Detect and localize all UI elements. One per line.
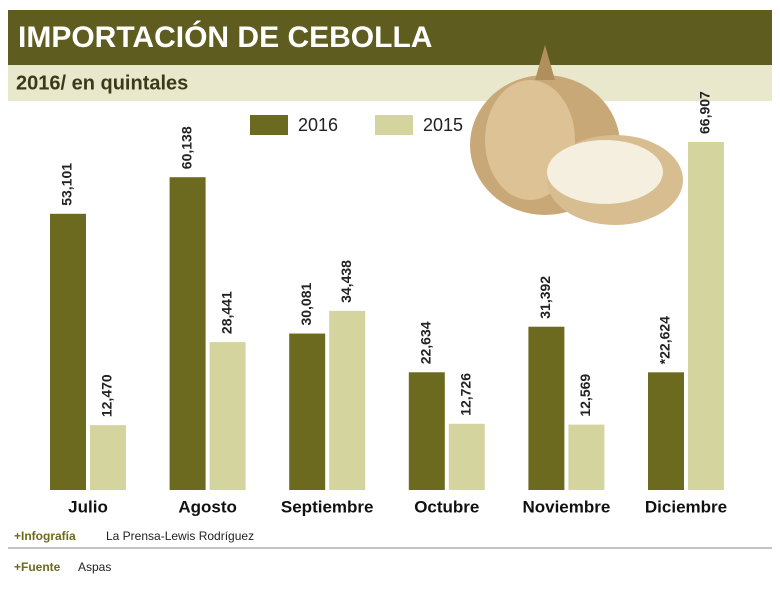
value-label: 30,081 [298, 283, 314, 326]
bar [688, 142, 724, 490]
value-label: 31,392 [537, 276, 553, 319]
chart-subtitle: 2016/ en quintales [16, 72, 188, 94]
value-label: 22,634 [418, 321, 434, 364]
subtitle-bar [8, 65, 772, 101]
bar [329, 310, 366, 490]
x-tick-label: Diciembre [645, 497, 727, 516]
title-bar [8, 10, 772, 65]
value-label: 34,438 [338, 260, 354, 303]
x-tick-label: Agosto [178, 497, 237, 516]
source: Aspas [78, 560, 111, 574]
x-tick-label: Octubre [414, 497, 479, 516]
value-label: 60,138 [178, 126, 194, 169]
bar [648, 372, 684, 490]
chart-title: IMPORTACIÓN DE CEBOLLA [18, 20, 432, 54]
legend-swatch [375, 115, 413, 135]
credit: La Prensa-Lewis Rodríguez [106, 529, 254, 543]
x-tick-label: Septiembre [281, 497, 374, 516]
bar [209, 342, 246, 490]
source-label: +Fuente [14, 560, 61, 574]
bar [50, 213, 86, 490]
bar [90, 425, 126, 490]
x-tick-label: Julio [68, 497, 108, 516]
legend-label: 2016 [298, 115, 338, 135]
credit-label: +Infografía [14, 529, 76, 543]
value-label: 66,907 [697, 91, 713, 134]
bar [408, 372, 445, 490]
legend-swatch [250, 115, 288, 135]
legend-label: 2015 [423, 115, 463, 135]
value-label: 12,470 [99, 374, 115, 417]
value-label: 53,101 [59, 163, 75, 206]
value-label: *22,624 [657, 316, 673, 364]
value-label: 12,726 [458, 373, 474, 416]
onion-illustration [470, 45, 683, 225]
bar [289, 333, 326, 490]
value-label: 12,569 [577, 374, 593, 417]
bar [448, 423, 485, 490]
bar [568, 424, 605, 490]
bar [169, 177, 206, 490]
value-label: 28,441 [218, 291, 234, 334]
bar [528, 326, 565, 490]
x-tick-label: Noviembre [522, 497, 610, 516]
